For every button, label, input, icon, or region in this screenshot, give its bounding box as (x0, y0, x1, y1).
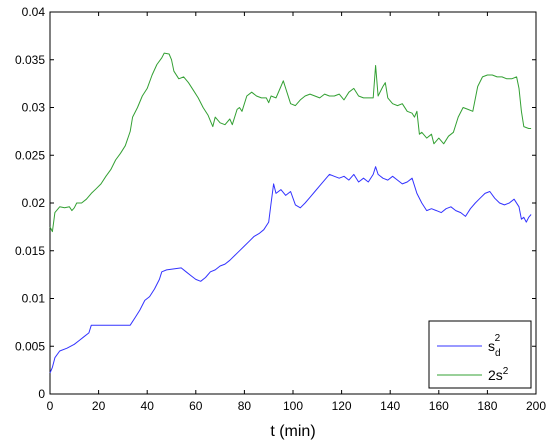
y-tick-label: 0.03 (22, 101, 46, 115)
y-tick-label: 0.005 (15, 339, 45, 353)
y-tick-label: 0.02 (22, 196, 46, 210)
x-axis-label: t (min) (270, 423, 315, 440)
axis-ticks: 0 20 40 60 80 100 120 140 160 180 200 0 0.005 0.01 0.0… (15, 5, 546, 413)
y-tick-label: 0.035 (15, 53, 45, 67)
x-tick-label: 180 (477, 399, 497, 413)
series-line-0 (49, 166, 532, 374)
series-line-1 (49, 52, 532, 233)
x-tick-label: 80 (238, 399, 252, 413)
x-tick-label: 0 (47, 399, 54, 413)
y-tick-label: 0.01 (22, 292, 46, 306)
legend-label-2s-squared: 2s2 (488, 366, 509, 383)
x-tick-label: 160 (429, 399, 449, 413)
legend: sd2 2s2 (428, 320, 532, 389)
x-tick-label: 60 (189, 399, 203, 413)
legend-box (428, 320, 532, 389)
x-tick-label: 20 (92, 399, 106, 413)
y-tick-label: 0.04 (22, 5, 46, 19)
x-tick-label: 120 (332, 399, 352, 413)
x-tick-label: 100 (283, 399, 303, 413)
y-tick-label: 0 (38, 387, 45, 401)
x-tick-label: 200 (526, 399, 546, 413)
legend-label-s-d-squared: sd2 (488, 333, 501, 359)
x-tick-label: 40 (141, 399, 155, 413)
x-tick-label: 140 (380, 399, 400, 413)
series-layer (49, 52, 532, 374)
y-tick-label: 0.025 (15, 148, 45, 162)
y-tick-label: 0.015 (15, 244, 45, 258)
